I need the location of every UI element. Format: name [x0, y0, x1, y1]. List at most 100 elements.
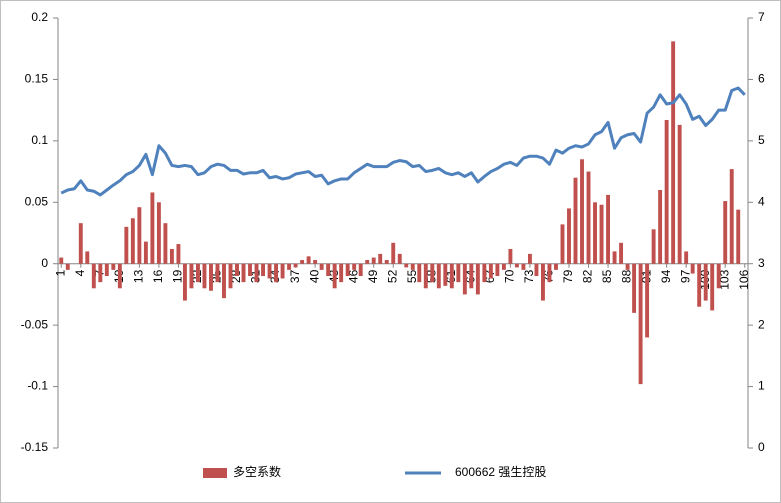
bar	[202, 263, 207, 289]
bar	[209, 263, 213, 291]
x-tick-label: 4	[73, 269, 87, 276]
y-tick-label: 0.2	[31, 10, 48, 24]
bar	[182, 263, 187, 301]
y2-tick-label: 5	[758, 133, 765, 147]
bar	[651, 229, 656, 264]
y2-tick-label: 6	[758, 72, 765, 86]
bar	[111, 263, 116, 270]
y-tick-label: 0.15	[25, 72, 49, 86]
bar	[514, 263, 519, 268]
bar	[443, 263, 448, 286]
x-tick-label: 46	[346, 269, 360, 283]
x-tick-label: 40	[307, 269, 321, 283]
bar	[534, 263, 539, 276]
bar	[397, 253, 402, 264]
bar	[248, 263, 252, 276]
bar	[430, 263, 435, 283]
bar	[449, 263, 454, 289]
bar	[267, 263, 272, 279]
x-tick-label: 37	[288, 269, 302, 283]
bar	[645, 263, 650, 338]
x-tick-label: 79	[561, 269, 575, 283]
bar	[619, 242, 624, 264]
bar	[710, 263, 715, 311]
x-tick-label: 28	[229, 269, 243, 283]
bar	[632, 263, 637, 313]
y-tick-label: 0.1	[31, 133, 48, 147]
bar	[300, 260, 305, 264]
bar	[495, 263, 500, 276]
x-tick-label: 1	[53, 269, 67, 276]
bar	[143, 241, 148, 264]
x-tick-label: 55	[405, 269, 419, 283]
bar	[280, 263, 285, 279]
bar	[469, 263, 474, 289]
bar	[501, 263, 506, 270]
bar	[521, 263, 526, 270]
bar	[436, 263, 441, 289]
x-tick-label: 97	[678, 269, 692, 283]
bar	[378, 253, 383, 264]
bar	[65, 263, 70, 270]
x-tick-label: 49	[366, 269, 380, 283]
y2-tick-label: 1	[758, 379, 765, 393]
bar	[104, 263, 109, 276]
bar	[163, 223, 168, 264]
bar	[541, 263, 545, 301]
x-tick-label: 82	[581, 269, 595, 283]
line	[60, 86, 746, 197]
bar	[156, 202, 161, 264]
bar	[410, 263, 415, 270]
bar	[117, 263, 122, 289]
x-tick-label: 16	[151, 269, 165, 283]
bar	[423, 263, 428, 289]
legend-label: 多空系数	[233, 464, 281, 479]
bar	[169, 248, 174, 264]
bar	[130, 218, 135, 264]
bar	[586, 171, 591, 264]
bar	[554, 263, 558, 270]
y-tick-label: 0.05	[25, 194, 49, 208]
bar	[261, 263, 265, 276]
bar	[222, 263, 226, 299]
bar	[345, 263, 350, 276]
y2-tick-label: 0	[758, 440, 765, 454]
bar	[189, 263, 194, 289]
x-tick-label: 88	[620, 269, 634, 283]
bar	[365, 260, 370, 264]
bar	[716, 263, 721, 289]
bar	[612, 251, 617, 264]
bar	[215, 263, 220, 283]
bar	[235, 263, 239, 276]
bar	[703, 263, 708, 301]
bar	[293, 263, 298, 268]
bar	[547, 263, 552, 283]
bar	[736, 209, 741, 264]
bar	[91, 263, 96, 289]
bar	[352, 263, 357, 270]
bar	[664, 119, 669, 264]
x-tick-label: 73	[522, 269, 536, 283]
bar	[313, 260, 318, 264]
bar	[462, 263, 467, 295]
y-tick-label: 0	[41, 256, 48, 270]
bar	[580, 159, 584, 264]
bar	[638, 263, 643, 385]
bar	[567, 208, 571, 264]
bar	[137, 207, 142, 264]
bar	[482, 263, 487, 283]
bar	[723, 201, 728, 264]
bar	[384, 260, 389, 264]
bar	[78, 223, 83, 264]
bar	[287, 263, 292, 270]
bar	[319, 263, 324, 270]
bar	[527, 253, 532, 264]
bar	[606, 194, 610, 264]
bar	[475, 263, 480, 295]
y2-tick-label: 2	[758, 317, 765, 331]
bar	[228, 263, 233, 289]
bar	[573, 177, 578, 264]
y-tick-label: -0.15	[21, 440, 49, 454]
legend-swatch	[203, 468, 227, 478]
